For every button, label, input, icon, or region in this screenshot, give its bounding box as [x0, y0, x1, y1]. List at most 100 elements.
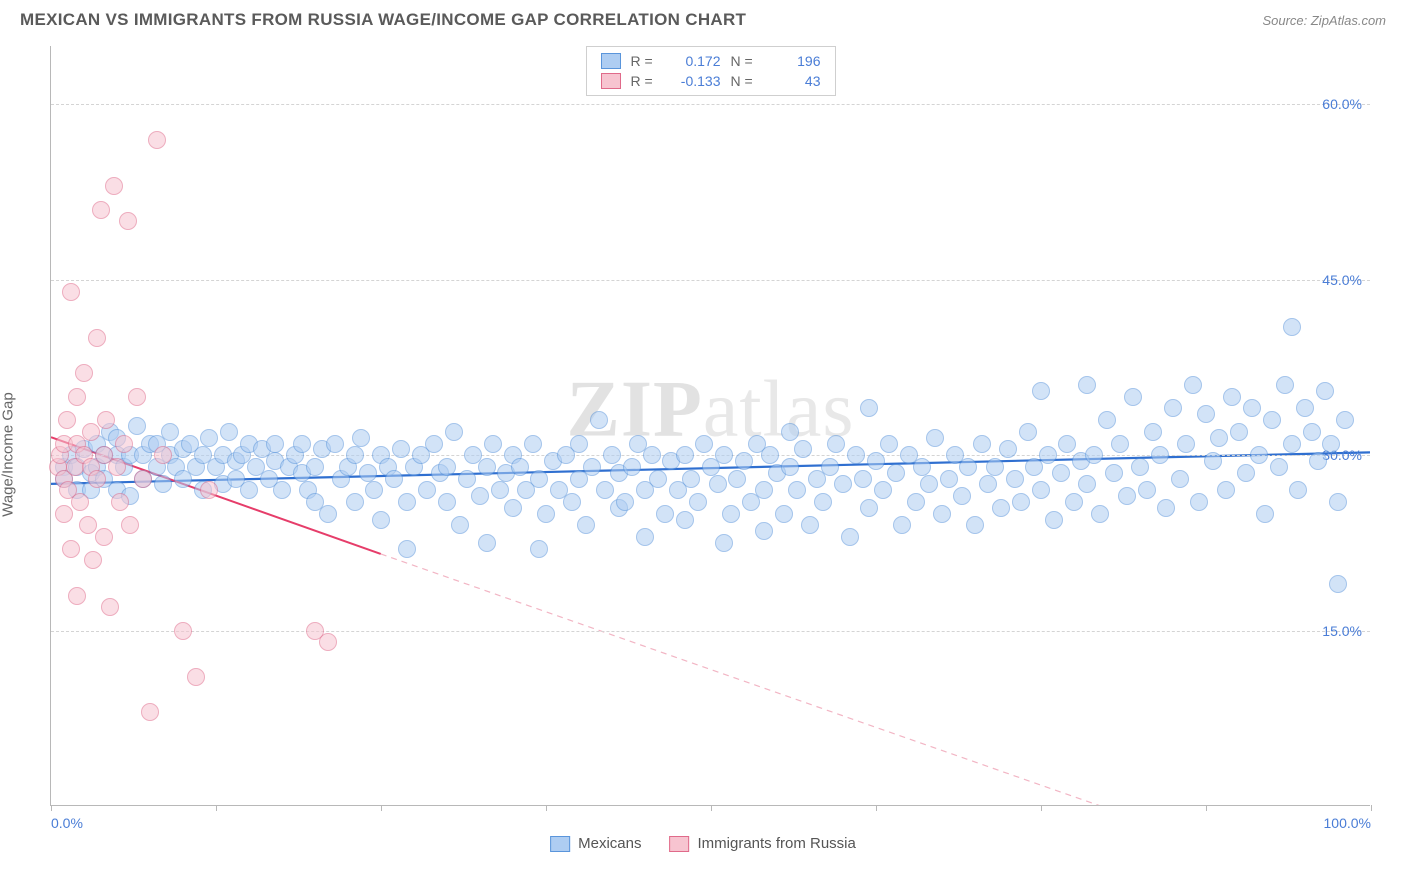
scatter-point-russia [134, 470, 152, 488]
scatter-point-mexicans [1276, 376, 1294, 394]
scatter-point-mexicans [563, 493, 581, 511]
scatter-point-mexicans [966, 516, 984, 534]
x-tick [546, 805, 547, 811]
x-tick [51, 805, 52, 811]
scatter-point-russia [141, 703, 159, 721]
scatter-point-russia [62, 283, 80, 301]
scatter-point-mexicans [827, 435, 845, 453]
scatter-point-russia [82, 423, 100, 441]
x-tick [711, 805, 712, 811]
scatter-point-mexicans [1289, 481, 1307, 499]
scatter-point-mexicans [1105, 464, 1123, 482]
chart-header: MEXICAN VS IMMIGRANTS FROM RUSSIA WAGE/I… [0, 0, 1406, 36]
scatter-point-russia [174, 622, 192, 640]
scatter-point-mexicans [418, 481, 436, 499]
scatter-point-mexicans [623, 458, 641, 476]
scatter-point-mexicans [1316, 382, 1334, 400]
legend-r-label: R = [631, 73, 657, 89]
scatter-point-mexicans [841, 528, 859, 546]
scatter-point-mexicans [1197, 405, 1215, 423]
scatter-point-mexicans [880, 435, 898, 453]
scatter-point-mexicans [676, 446, 694, 464]
scatter-point-mexicans [1309, 452, 1327, 470]
scatter-point-mexicans [1111, 435, 1129, 453]
trend-lines [51, 46, 1370, 805]
scatter-point-mexicans [781, 423, 799, 441]
scatter-point-mexicans [596, 481, 614, 499]
scatter-point-mexicans [1336, 411, 1354, 429]
legend-n-label: N = [731, 73, 757, 89]
scatter-point-mexicans [715, 534, 733, 552]
scatter-point-mexicans [511, 458, 529, 476]
scatter-point-mexicans [154, 475, 172, 493]
scatter-point-mexicans [689, 493, 707, 511]
scatter-point-mexicans [1157, 499, 1175, 517]
scatter-point-russia [187, 668, 205, 686]
legend-item: Mexicans [550, 835, 641, 852]
scatter-point-mexicans [649, 470, 667, 488]
scatter-point-russia [68, 388, 86, 406]
scatter-point-mexicans [491, 481, 509, 499]
scatter-point-mexicans [992, 499, 1010, 517]
scatter-point-mexicans [372, 511, 390, 529]
source-credit: Source: ZipAtlas.com [1262, 13, 1386, 28]
scatter-point-mexicans [583, 458, 601, 476]
scatter-point-mexicans [524, 435, 542, 453]
scatter-point-russia [200, 481, 218, 499]
scatter-point-mexicans [1184, 376, 1202, 394]
scatter-point-mexicans [1329, 493, 1347, 511]
scatter-point-mexicans [722, 505, 740, 523]
scatter-point-mexicans [1045, 511, 1063, 529]
scatter-point-mexicans [530, 540, 548, 558]
scatter-point-mexicans [128, 417, 146, 435]
scatter-point-mexicans [933, 505, 951, 523]
scatter-point-mexicans [1256, 505, 1274, 523]
scatter-point-mexicans [695, 435, 713, 453]
scatter-point-mexicans [1058, 435, 1076, 453]
scatter-point-mexicans [1085, 446, 1103, 464]
scatter-point-mexicans [478, 534, 496, 552]
scatter-point-mexicans [847, 446, 865, 464]
scatter-point-mexicans [801, 516, 819, 534]
scatter-point-mexicans [1065, 493, 1083, 511]
scatter-point-russia [101, 598, 119, 616]
scatter-point-mexicans [676, 511, 694, 529]
scatter-point-mexicans [220, 423, 238, 441]
scatter-point-mexicans [1032, 481, 1050, 499]
scatter-point-mexicans [926, 429, 944, 447]
scatter-point-mexicans [458, 470, 476, 488]
scatter-point-russia [58, 411, 76, 429]
scatter-point-mexicans [959, 458, 977, 476]
scatter-point-mexicans [537, 505, 555, 523]
scatter-point-mexicans [385, 470, 403, 488]
scatter-point-mexicans [1283, 318, 1301, 336]
x-tick [1371, 805, 1372, 811]
y-axis-label: Wage/Income Gap [0, 392, 17, 517]
chart-title: MEXICAN VS IMMIGRANTS FROM RUSSIA WAGE/I… [20, 10, 746, 30]
scatter-point-mexicans [854, 470, 872, 488]
scatter-point-mexicans [728, 470, 746, 488]
scatter-point-mexicans [200, 429, 218, 447]
scatter-point-mexicans [867, 452, 885, 470]
scatter-point-mexicans [999, 440, 1017, 458]
x-tick [876, 805, 877, 811]
scatter-point-mexicans [709, 475, 727, 493]
scatter-point-mexicans [1237, 464, 1255, 482]
scatter-point-mexicans [761, 446, 779, 464]
scatter-point-mexicans [682, 470, 700, 488]
scatter-point-mexicans [1039, 446, 1057, 464]
scatter-point-mexicans [1263, 411, 1281, 429]
scatter-point-mexicans [1124, 388, 1142, 406]
scatter-point-mexicans [530, 470, 548, 488]
scatter-point-mexicans [1091, 505, 1109, 523]
correlation-legend: R =0.172N =196R =-0.133N =43 [586, 46, 836, 96]
scatter-point-mexicans [346, 493, 364, 511]
scatter-point-mexicans [755, 522, 773, 540]
scatter-point-mexicans [1190, 493, 1208, 511]
scatter-point-mexicans [986, 458, 1004, 476]
scatter-point-mexicans [603, 446, 621, 464]
scatter-point-mexicans [1144, 423, 1162, 441]
scatter-point-mexicans [913, 458, 931, 476]
scatter-point-mexicans [570, 435, 588, 453]
scatter-point-mexicans [1322, 435, 1340, 453]
